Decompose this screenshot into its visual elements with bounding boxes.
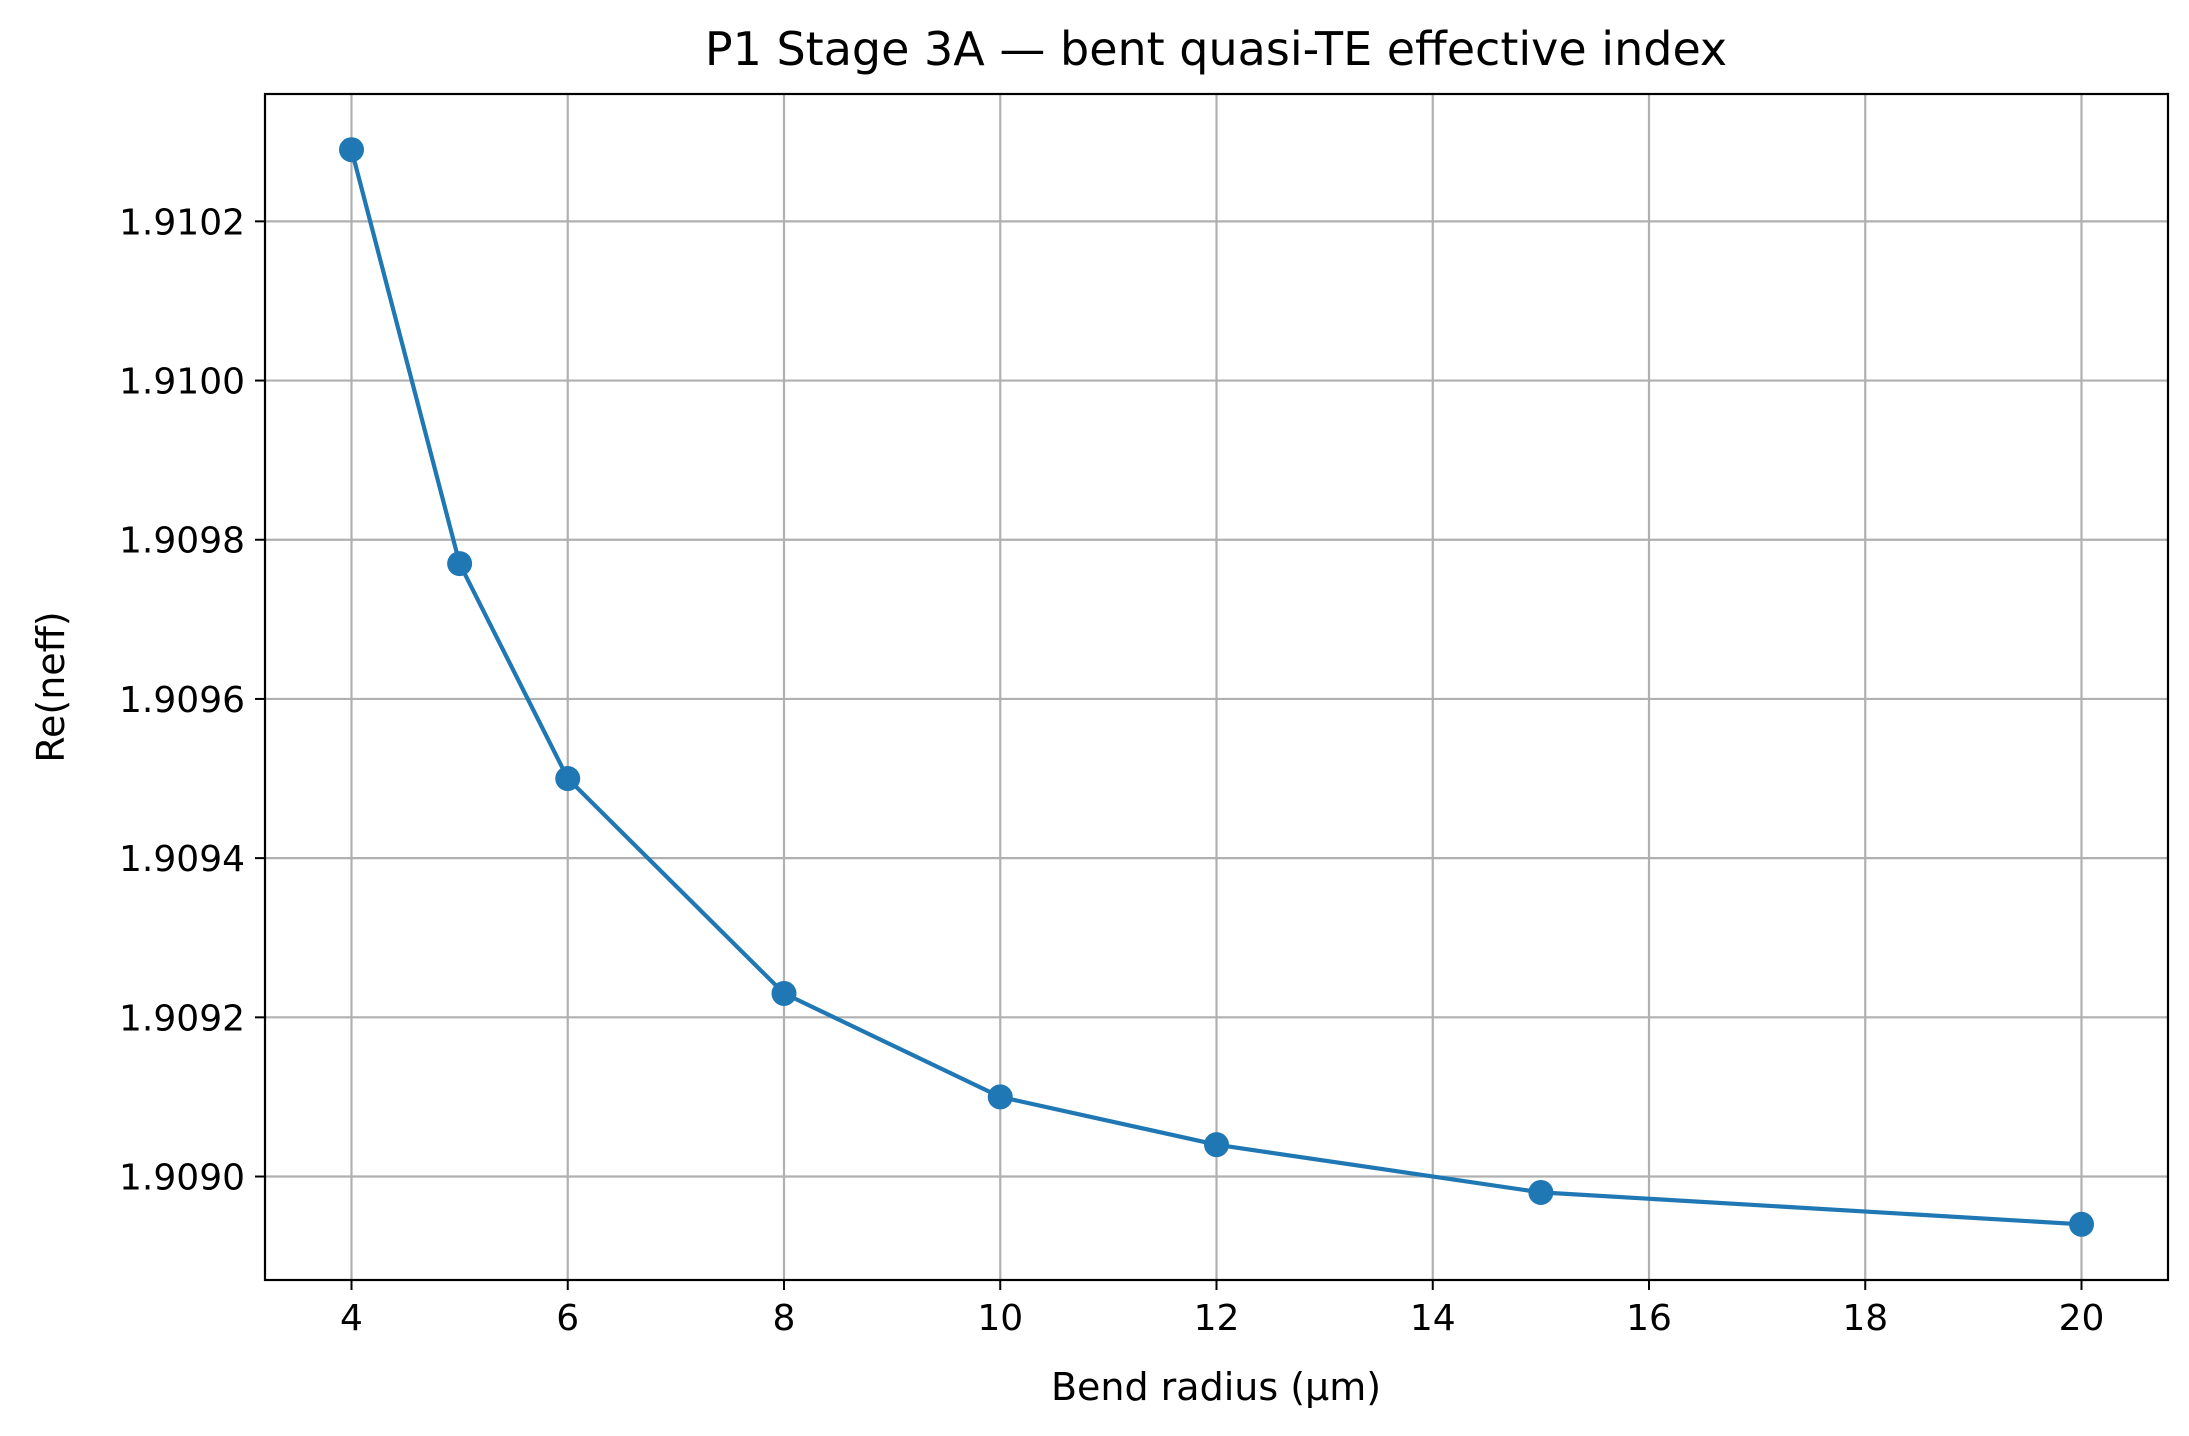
x-tick-label: 8 [773, 1298, 796, 1339]
x-tick-label: 6 [556, 1298, 579, 1339]
x-axis: 4 6 8 10 12 14 16 18 20 [340, 1280, 2104, 1339]
y-tick-label: 1.9102 [119, 202, 245, 243]
data-point [1528, 1179, 1554, 1205]
data-point [771, 980, 797, 1006]
x-tick-label: 10 [977, 1298, 1023, 1339]
x-tick-label: 16 [1626, 1298, 1672, 1339]
x-tick-label: 14 [1410, 1298, 1456, 1339]
series-line [349, 147, 2084, 1227]
x-tick-label: 4 [340, 1298, 363, 1339]
y-tick-label: 1.9098 [119, 521, 245, 562]
x-axis-label: Bend radius (µm) [1051, 1365, 1381, 1409]
series-layer [339, 137, 2094, 1237]
y-axis-label: Re(neff) [29, 611, 73, 762]
y-tick-label: 1.9096 [119, 680, 245, 721]
x-tick-label: 12 [1194, 1298, 1240, 1339]
y-tick-label: 1.9094 [119, 839, 245, 880]
y-tick-label: 1.9092 [119, 998, 245, 1039]
y-tick-label: 1.9090 [119, 1158, 245, 1199]
data-point [987, 1084, 1013, 1110]
data-point [1204, 1132, 1229, 1158]
y-tick-label: 1.9100 [119, 362, 245, 403]
x-tick-label: 20 [2059, 1298, 2105, 1339]
y-axis: 1.9090 1.9092 1.9094 1.9096 1.9098 1.9100 1.91… [119, 202, 265, 1199]
x-tick-label: 18 [1842, 1298, 1888, 1339]
data-point [2069, 1211, 2094, 1237]
grid [265, 94, 2168, 1280]
data-point [339, 137, 364, 163]
chart-title: P1 Stage 3A — bent quasi-TE effective in… [705, 22, 1727, 76]
data-point [447, 551, 473, 577]
data-point [555, 766, 581, 792]
